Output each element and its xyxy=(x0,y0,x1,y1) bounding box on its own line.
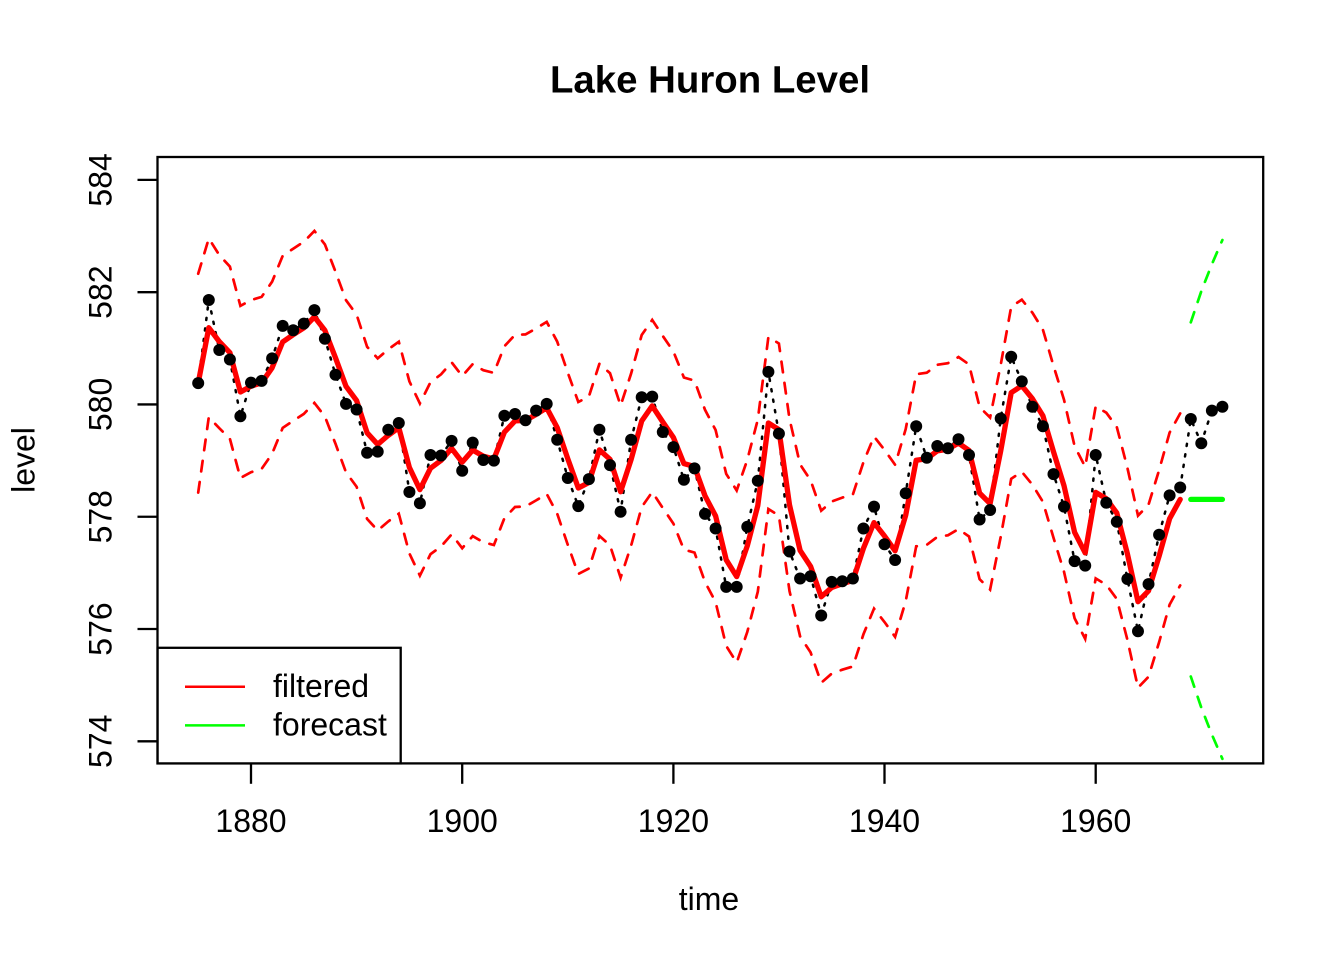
svg-text:576: 576 xyxy=(83,602,119,655)
svg-text:1940: 1940 xyxy=(849,803,920,839)
svg-text:level: level xyxy=(6,427,42,493)
svg-text:580: 580 xyxy=(83,378,119,431)
svg-text:584: 584 xyxy=(83,153,119,206)
svg-text:time: time xyxy=(679,881,739,917)
svg-text:582: 582 xyxy=(83,265,119,318)
svg-text:578: 578 xyxy=(83,490,119,543)
svg-text:forecast: forecast xyxy=(273,707,387,743)
svg-text:Lake Huron Level: Lake Huron Level xyxy=(550,59,870,102)
svg-text:1900: 1900 xyxy=(427,803,498,839)
svg-text:1880: 1880 xyxy=(215,803,286,839)
svg-text:574: 574 xyxy=(83,715,119,768)
svg-text:1960: 1960 xyxy=(1060,803,1131,839)
svg-text:1920: 1920 xyxy=(638,803,709,839)
svg-text:filtered: filtered xyxy=(273,668,369,704)
